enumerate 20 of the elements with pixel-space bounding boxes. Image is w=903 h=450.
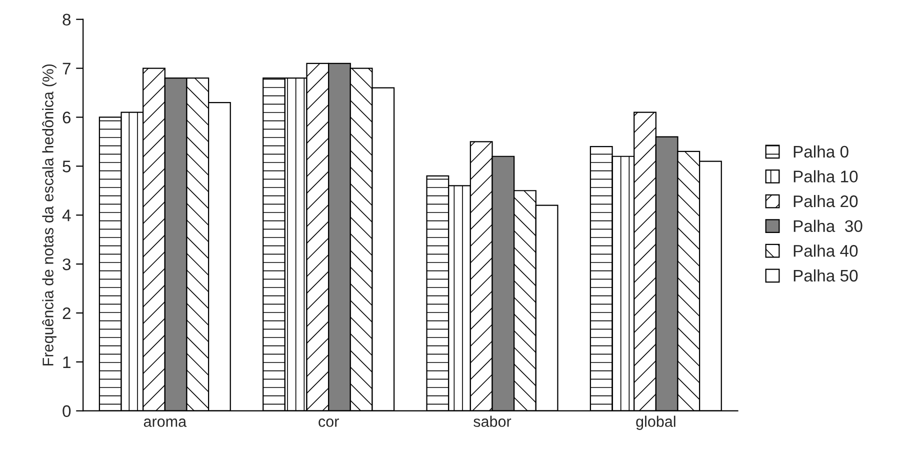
x-tick-label: sabor xyxy=(474,416,512,427)
x-tick-label: cor xyxy=(318,418,339,427)
y-tick-label: 5 xyxy=(62,160,71,172)
y-tick-label: 1 xyxy=(63,356,70,368)
y-tick-label: 3 xyxy=(62,258,71,270)
x-tick-label: global xyxy=(636,416,676,430)
legend-label: Palha 0 xyxy=(794,145,848,158)
y-tick-label: 4 xyxy=(62,210,71,222)
legend-label: Palha 30 xyxy=(794,220,862,232)
y-tick-label: 6 xyxy=(62,112,71,124)
x-tick-label: aroma xyxy=(144,418,187,427)
y-tick-label: 2 xyxy=(62,307,70,320)
y-axis-title: Frequência de notas da escala hedônica (%) xyxy=(42,64,56,366)
legend-label: Palha 40 xyxy=(794,244,858,257)
legend-label: Palha 20 xyxy=(794,194,858,208)
legend-label: Palha 50 xyxy=(794,269,858,282)
legend-label: Palha 10 xyxy=(794,170,858,182)
y-tick-label: 0 xyxy=(62,405,71,418)
y-tick-label: 8 xyxy=(62,14,71,26)
y-tick-label: 7 xyxy=(62,62,70,74)
